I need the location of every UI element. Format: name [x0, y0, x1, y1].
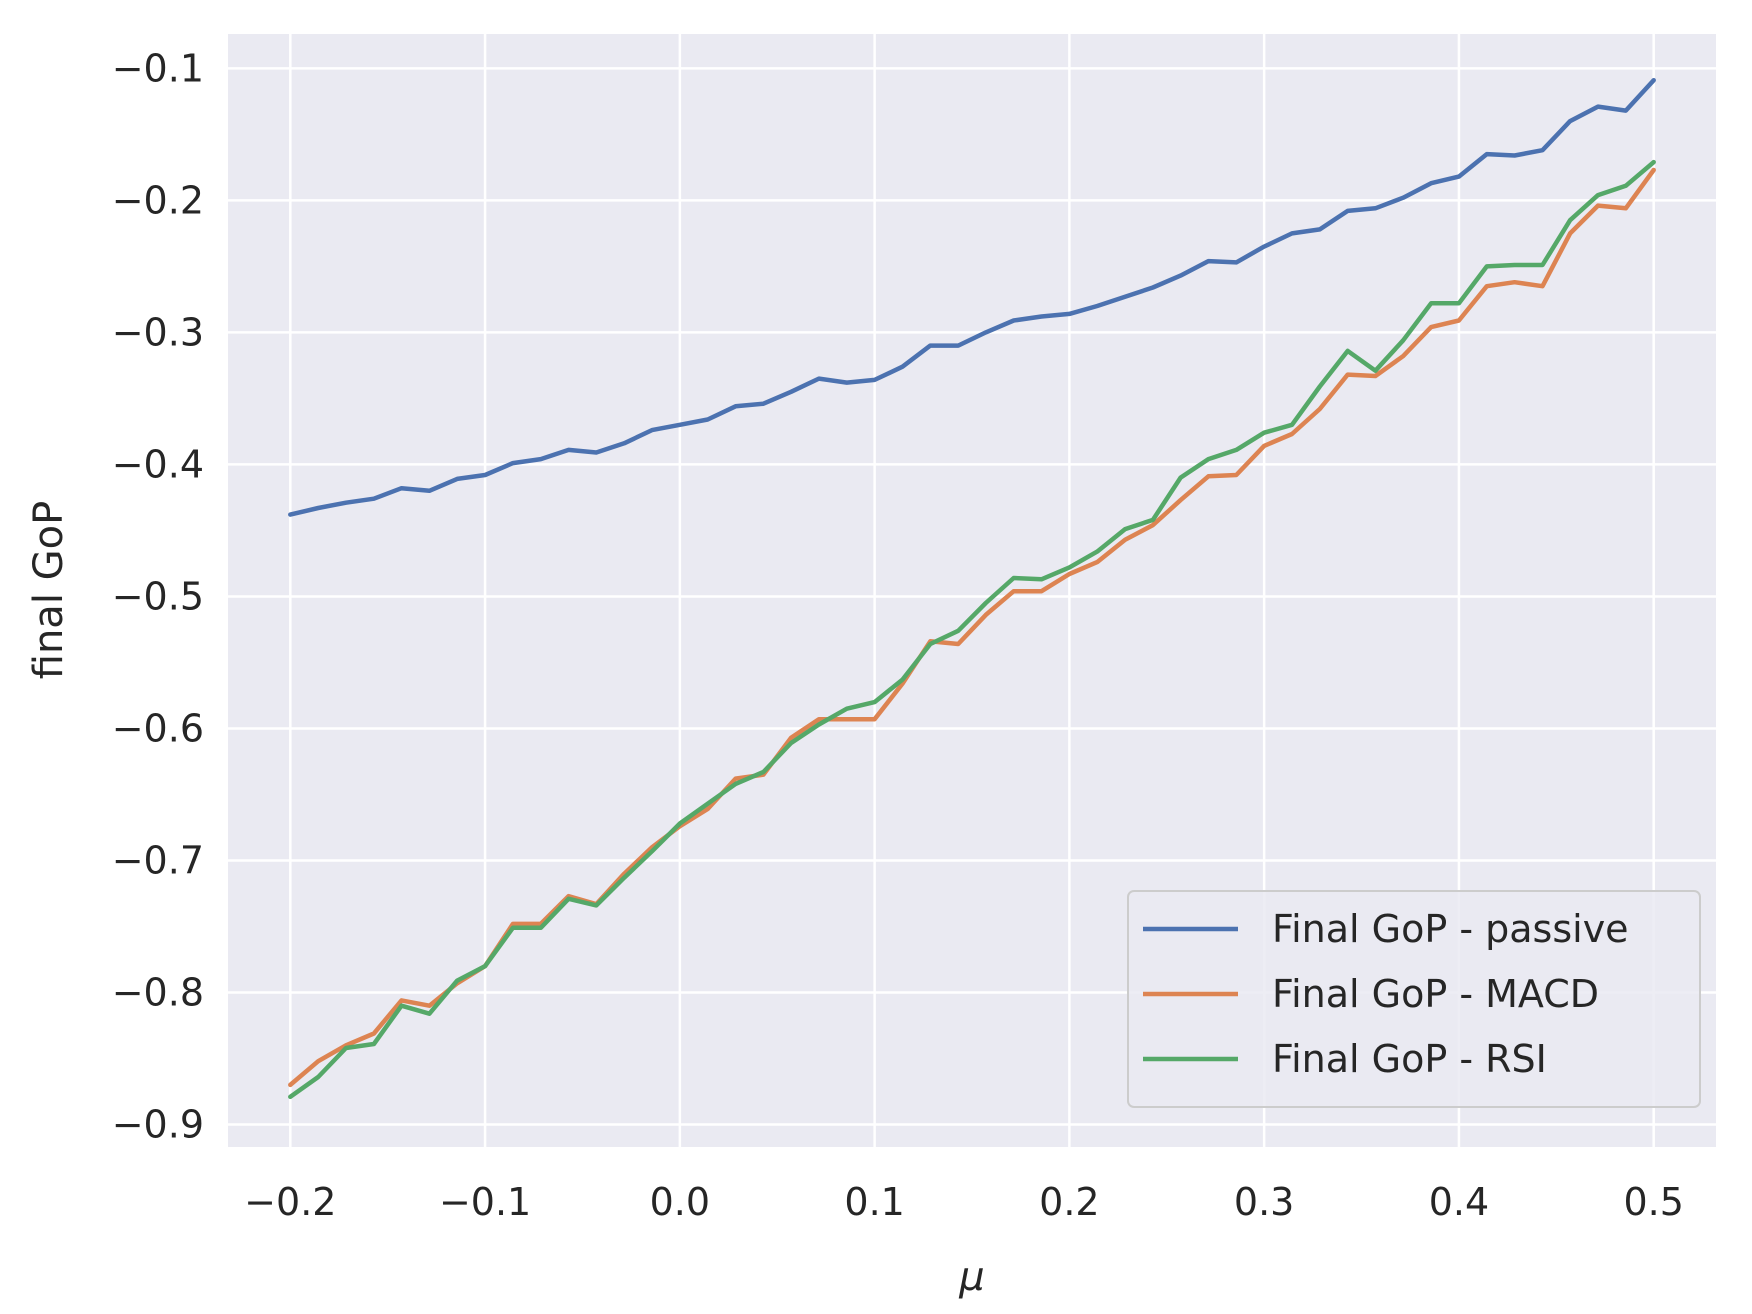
legend-label-1: Final GoP - passive [1272, 907, 1629, 951]
y-tick-label: −0.4 [112, 442, 204, 486]
series-line-2 [288, 167, 1656, 1088]
y-axis-label: final GoP [26, 501, 72, 679]
legend-box [1127, 890, 1701, 1108]
series-line-1 [288, 77, 1656, 517]
x-tick-label: −0.1 [439, 1180, 531, 1224]
x-tick-label: −0.2 [244, 1180, 336, 1224]
y-tick-label: −0.5 [112, 574, 204, 618]
x-tick-label: 0.1 [844, 1180, 904, 1224]
y-axis-ticks: −0.9 −0.8 −0.7 −0.6 −0.5 −0.4 −0.3 −0.2 −0.1 [112, 46, 204, 1146]
y-tick-label: −0.3 [112, 310, 204, 354]
series-lines [288, 77, 1656, 1100]
x-tick-label: 0.5 [1623, 1180, 1683, 1224]
x-axis-label: μ [958, 1254, 984, 1300]
y-tick-label: −0.7 [112, 838, 204, 882]
y-tick-label: −0.9 [112, 1103, 204, 1147]
x-tick-label: 0.2 [1039, 1180, 1099, 1224]
y-tick-label: −0.8 [112, 971, 204, 1015]
x-tick-label: 0.0 [650, 1180, 710, 1224]
y-tick-label: −0.1 [112, 46, 204, 90]
x-tick-label: 0.4 [1429, 1180, 1489, 1224]
legend-label-2: Final GoP - MACD [1272, 972, 1599, 1016]
x-tick-label: 0.3 [1234, 1180, 1294, 1224]
x-axis-ticks: −0.2 −0.1 0.0 0.1 0.2 0.3 0.4 0.5 [244, 1180, 1684, 1224]
legend: Final GoP - passive Final GoP - MACD Final… [1127, 890, 1701, 1108]
legend-label-3: Final GoP - RSI [1272, 1037, 1547, 1081]
y-tick-label: −0.6 [112, 706, 204, 750]
series-line-3 [288, 159, 1656, 1100]
y-tick-label: −0.2 [112, 178, 204, 222]
